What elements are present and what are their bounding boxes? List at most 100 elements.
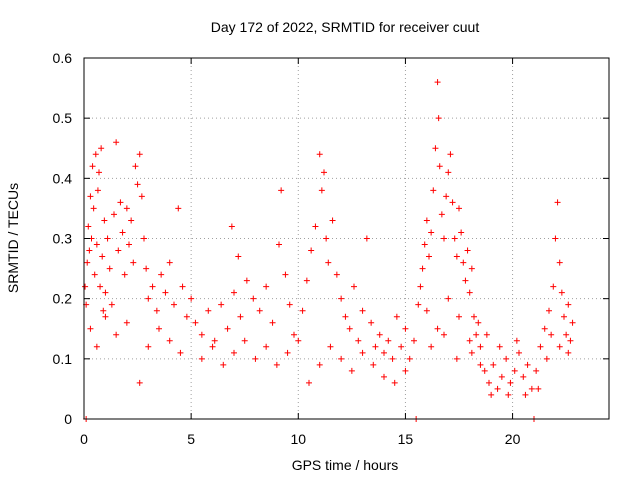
data-point [269,319,276,326]
data-point [299,307,306,314]
data-point [179,283,186,290]
data-point [250,295,257,302]
data-point [447,151,454,158]
data-point [528,385,535,392]
data-point [119,229,126,236]
data-point [402,367,409,374]
data-point [306,379,312,386]
data-point [423,217,430,224]
data-point [291,331,297,338]
data-point [177,349,184,356]
data-point [423,307,430,314]
data-point [453,253,460,260]
data-point [464,247,471,254]
data-point [460,259,467,266]
data-point [323,235,330,242]
data-point [436,163,443,170]
data-point [565,301,572,308]
data-point [108,301,115,308]
data-point [411,337,417,344]
data-point [522,391,529,398]
data-point [453,355,460,362]
data-point [486,379,492,386]
data-point [441,331,447,338]
data-point [96,169,102,176]
data-point [136,379,143,386]
data-point [278,187,285,194]
data-point [381,373,387,380]
data-point [563,331,570,338]
data-point [102,289,109,296]
data-point [417,283,424,290]
data-point [166,259,173,266]
grid [84,58,609,419]
data-point [97,283,104,290]
data-point [198,331,205,338]
data-point [548,331,555,338]
y-tick-label: 0.2 [53,291,73,307]
x-tick-label: 5 [187,431,195,447]
data-point [224,325,231,332]
data-point [86,247,93,254]
data-point [376,331,383,338]
x-axis-label: GPS time / hours [292,457,399,473]
data-point [426,253,432,260]
data-point [243,277,250,284]
axis-ticks: 0 0.1 0.2 0.3 0.4 0.5 0.6 0 5 10 15 20 [53,50,609,447]
data-point [252,355,259,362]
data-point [351,283,357,290]
data-point [145,343,152,350]
data-point [550,283,557,290]
data-point [415,301,422,308]
data-point [211,337,218,344]
data-point [477,343,484,350]
data-point [363,235,370,242]
data-point [355,337,362,344]
data-point [282,271,289,278]
data-point [333,271,340,278]
data-point [295,337,302,344]
data-point [451,235,458,242]
data-point [507,379,514,386]
data-point [441,235,447,242]
y-tick-label: 0.4 [53,170,73,186]
data-point [475,319,482,326]
data-point [106,265,113,272]
data-point [498,373,505,380]
data-point [102,313,109,320]
data-point [546,307,552,314]
data-point [218,301,225,308]
data-point [312,223,319,230]
data-point [318,187,325,194]
data-point [434,79,441,86]
data-point [209,343,216,350]
data-point [126,241,132,248]
data-point [458,229,465,236]
data-point [117,199,124,206]
data-point [141,235,147,242]
data-point [466,289,473,296]
data-point [567,337,574,344]
data-point [104,235,111,242]
data-point [284,349,291,356]
data-point [156,325,162,332]
data-point [359,307,366,314]
data-point [100,307,107,314]
data-point [162,289,169,296]
data-point [419,265,426,272]
data-point [171,301,177,308]
data-point [303,277,310,284]
data-point [101,217,108,224]
y-tick-label: 0.6 [53,50,73,66]
data-point [123,319,130,326]
data-point [477,361,484,368]
data-point [85,223,92,230]
data-point [231,289,237,296]
data-point [128,217,135,224]
data-point [183,313,190,320]
data-point [456,205,462,212]
data-point [132,163,139,170]
data-point [556,259,563,266]
data-point [93,343,100,350]
y-axis-label: SRMTID / TECUs [5,183,21,293]
